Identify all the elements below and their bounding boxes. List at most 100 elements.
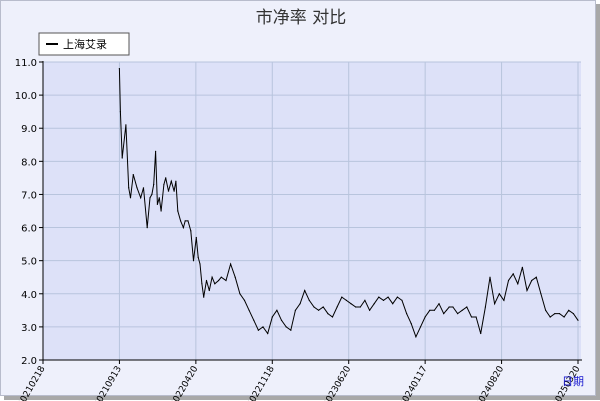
legend-label: 上海艾录: [63, 37, 107, 51]
data-point: [267, 333, 268, 334]
data-point: [526, 290, 527, 291]
data-point: [364, 300, 365, 301]
data-point: [309, 300, 310, 301]
data-point: [155, 151, 156, 152]
data-point: [401, 300, 402, 301]
y-tick-label: 2.0: [21, 356, 37, 367]
y-tick-label: 9.0: [21, 124, 37, 135]
data-point: [258, 330, 259, 331]
data-point: [536, 277, 537, 278]
data-point: [171, 181, 172, 182]
data-point: [411, 323, 412, 324]
x-tick-label: 20220420: [169, 364, 201, 401]
data-point: [128, 187, 129, 188]
data-point: [406, 313, 407, 314]
y-tick-label: 10.0: [15, 91, 37, 102]
data-point: [199, 263, 200, 264]
data-point: [185, 220, 186, 221]
chart-title: 市净率 对比: [256, 8, 346, 28]
data-point: [198, 257, 199, 258]
data-point: [559, 313, 560, 314]
data-point: [165, 177, 166, 178]
x-axis-ticks: 20210218 20210913 20220420 20221118 20230620…: [16, 360, 583, 401]
y-tick-label: 5.0: [21, 257, 37, 268]
data-point: [346, 300, 347, 301]
data-point: [545, 310, 546, 311]
x-tick-label: 20210913: [92, 365, 124, 401]
data-point: [355, 306, 356, 307]
data-point: [295, 310, 296, 311]
data-point: [550, 316, 551, 317]
data-point: [457, 313, 458, 314]
data-point: [187, 220, 188, 221]
data-point: [568, 310, 569, 311]
data-point: [133, 174, 134, 175]
data-point: [383, 300, 384, 301]
data-point: [230, 263, 231, 264]
data-point: [174, 191, 175, 192]
data-point: [485, 306, 486, 307]
data-point: [143, 187, 144, 188]
y-tick-label: 8.0: [21, 157, 37, 168]
data-point: [249, 310, 250, 311]
data-point: [446, 310, 447, 311]
data-point: [206, 280, 207, 281]
data-point: [286, 326, 287, 327]
data-point: [183, 227, 184, 228]
data-point: [190, 230, 191, 231]
data-point: [462, 310, 463, 311]
x-tick-label: 20240820: [475, 364, 507, 401]
data-point: [554, 313, 555, 314]
data-point: [193, 260, 194, 261]
data-point: [476, 316, 477, 317]
data-point: [149, 197, 150, 198]
data-point: [415, 336, 416, 337]
data-point: [318, 310, 319, 311]
data-point: [168, 191, 169, 192]
data-point: [499, 293, 500, 294]
data-point: [276, 310, 277, 311]
data-point: [434, 310, 435, 311]
data-point: [272, 316, 273, 317]
data-point: [304, 290, 305, 291]
data-point: [443, 313, 444, 314]
data-point: [214, 283, 215, 284]
data-point: [341, 297, 342, 298]
data-point: [337, 306, 338, 307]
data-point: [196, 237, 197, 238]
data-point: [392, 303, 393, 304]
x-tick-label: 20240117: [398, 365, 430, 401]
data-point: [163, 184, 164, 185]
data-point: [218, 280, 219, 281]
data-point: [513, 273, 514, 274]
data-point: [157, 204, 158, 205]
x-tick-label: 20230620: [322, 364, 354, 401]
data-point: [452, 306, 453, 307]
data-point: [471, 316, 472, 317]
data-point: [489, 277, 490, 278]
data-point: [540, 293, 541, 294]
data-point: [429, 310, 430, 311]
data-point: [235, 277, 236, 278]
data-point: [508, 280, 509, 281]
data-point: [201, 283, 202, 284]
x-tick-label: 20221118: [245, 364, 277, 401]
data-point: [290, 330, 291, 331]
data-point: [177, 210, 178, 211]
data-point: [332, 316, 333, 317]
data-point: [140, 197, 141, 198]
data-point: [119, 68, 120, 69]
data-point: [388, 297, 389, 298]
data-point: [517, 283, 518, 284]
data-point: [136, 187, 137, 188]
data-point: [425, 316, 426, 317]
data-point: [577, 320, 578, 321]
x-tick-label: 20210218: [16, 364, 48, 401]
data-point: [244, 300, 245, 301]
data-point: [262, 326, 263, 327]
data-point: [503, 300, 504, 301]
data-point: [480, 333, 481, 334]
data-point: [397, 297, 398, 298]
y-axis-ticks: 2.03.04.05.06.07.08.09.010.011.0: [15, 58, 43, 367]
y-tick-label: 6.0: [21, 224, 37, 235]
